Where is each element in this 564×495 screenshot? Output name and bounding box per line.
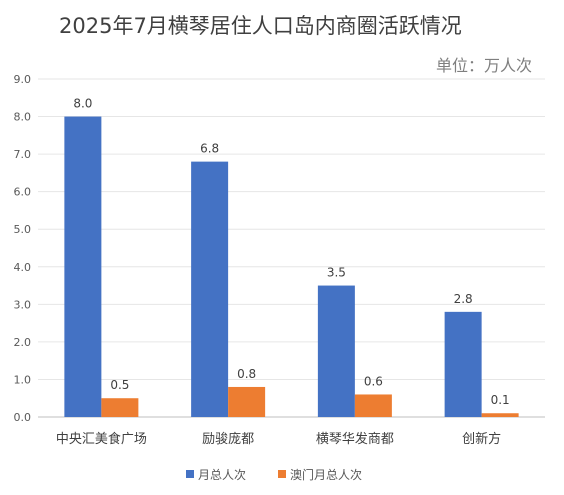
bar-macau (481, 413, 519, 417)
data-label: 0.5 (110, 378, 129, 392)
bar-macau (101, 398, 139, 417)
bar-macau (228, 386, 266, 417)
legend-swatch (186, 470, 194, 478)
x-tick-label: 创新方 (462, 431, 501, 447)
bar-total (191, 161, 229, 417)
bar-macau (354, 394, 392, 417)
y-tick-label: 0.0 (14, 411, 32, 424)
unit-label: 单位：万人次 (435, 56, 532, 75)
data-label: 2.8 (454, 292, 473, 306)
x-tick-label: 中央汇美食广场 (56, 431, 147, 447)
chart-title: 2025年7月横琴居住人口岛内商圈活跃情况 (59, 14, 462, 38)
y-tick-label: 4.0 (14, 261, 32, 274)
y-tick-label: 6.0 (14, 186, 32, 199)
y-tick-label: 3.0 (14, 298, 32, 311)
y-tick-label: 5.0 (14, 223, 32, 236)
data-label: 0.1 (491, 393, 510, 407)
bar-total (317, 285, 355, 417)
data-label: 0.8 (237, 367, 256, 381)
data-label: 8.0 (73, 97, 92, 111)
legend-swatch (278, 470, 286, 478)
y-tick-label: 1.0 (14, 373, 32, 386)
y-tick-label: 2.0 (14, 336, 32, 349)
data-label: 3.5 (327, 266, 346, 280)
legend-label: 澳门月总人次 (290, 467, 362, 482)
bar-total (444, 311, 482, 417)
y-tick-label: 9.0 (14, 73, 32, 86)
y-tick-label: 7.0 (14, 148, 32, 161)
y-tick-label: 8.0 (14, 111, 32, 124)
x-tick-label: 励骏庞都 (202, 431, 254, 447)
x-tick-label: 横琴华发商都 (316, 431, 394, 447)
bar-total (64, 116, 102, 418)
legend-label: 月总人次 (198, 468, 246, 482)
data-label: 0.6 (364, 374, 383, 388)
data-label: 6.8 (200, 142, 219, 156)
